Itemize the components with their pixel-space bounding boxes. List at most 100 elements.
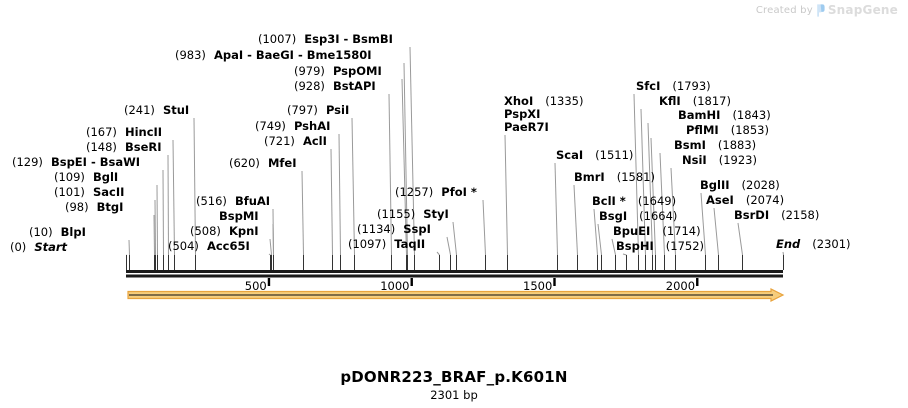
site-label-line: (620) MfeI: [229, 157, 296, 170]
site-label-pshai[interactable]: (749) PshAI: [255, 120, 330, 133]
site-label-psii[interactable]: (797) PsiI: [287, 104, 349, 117]
label-separator: [89, 200, 97, 214]
label-separator: [681, 94, 693, 108]
site-position: (1134): [357, 222, 396, 236]
site-position: (1511): [595, 148, 634, 162]
label-separator: [533, 94, 545, 108]
site-label-bclii[interactable]: BclI * (1649): [592, 195, 676, 208]
site-label-pspomi[interactable]: (979) PspOMI: [294, 65, 382, 78]
site-position: (516): [196, 194, 227, 208]
site-label-aclii[interactable]: (721) AclI: [264, 135, 327, 148]
label-separator: [583, 148, 595, 162]
site-label-bfuai[interactable]: (516) BfuAI: [196, 195, 270, 208]
label-leader-line: [301, 170, 304, 256]
site-label-stui[interactable]: (241) StuI: [124, 104, 189, 117]
label-separator: -: [339, 32, 353, 46]
label-leader-line: [452, 221, 457, 256]
site-label-line: (10) BlpI: [29, 226, 86, 239]
label-leader-line: [193, 117, 196, 256]
site-label-asei[interactable]: AseI (2074): [706, 194, 784, 207]
site-label-acc65i[interactable]: (504) Acc65I: [168, 240, 250, 253]
site-label-line: BamHI (1843): [678, 109, 771, 122]
site-label-bgli[interactable]: (109) BglI: [54, 171, 118, 184]
site-label-line: BspHI (1752): [616, 240, 704, 253]
site-position: (1335): [545, 94, 584, 108]
site-label-line: BpuEI (1714): [613, 225, 701, 238]
site-position: (129): [12, 155, 43, 169]
site-label-taqii[interactable]: (1097) TaqII: [348, 238, 425, 251]
site-label-bstapi[interactable]: (928) BstAPI: [294, 80, 376, 93]
site-position: (504): [168, 239, 199, 253]
site-label-kpni[interactable]: (508) KpnI: [190, 225, 259, 238]
site-label-bpuei[interactable]: BpuEI (1714): [613, 225, 701, 238]
site-label-bglii[interactable]: BglII (2028): [700, 179, 780, 192]
enzyme-name: HincII: [124, 125, 163, 139]
site-label-end[interactable]: End (2301): [776, 238, 851, 251]
label-separator: [318, 103, 326, 117]
site-label-bsmi[interactable]: BsmI (1883): [674, 139, 756, 152]
enzyme-name: Esp3I: [304, 32, 340, 46]
label-leader-line: [401, 78, 407, 256]
enzyme-name: BtgI: [96, 200, 124, 214]
watermark-prefix: Created by: [755, 4, 813, 16]
site-label-pfoi[interactable]: (1257) PfoI *: [395, 186, 477, 199]
site-label-line: PaeR7I: [504, 121, 584, 134]
ruler-number: 500: [244, 279, 267, 293]
site-label-sfci[interactable]: SfcI (1793): [636, 80, 711, 93]
site-label-mfei[interactable]: (620) MfeI: [229, 157, 296, 170]
label-separator: [43, 155, 51, 169]
site-label-line: (1007) Esp3I - BsmBI: [258, 33, 393, 46]
site-label-xhoi[interactable]: XhoI (1335) PspXI PaeR7I: [504, 95, 584, 134]
enzyme-name: BspMI: [219, 209, 259, 223]
site-label-hincii[interactable]: (167) HincII: [86, 126, 162, 139]
site-label-esp3i[interactable]: (1007) Esp3I - BsmBI: [258, 33, 393, 46]
site-label-start[interactable]: (0) Start: [10, 241, 67, 254]
label-separator: [605, 170, 617, 184]
label-separator: [650, 224, 662, 238]
site-label-bseri[interactable]: (148) BseRI: [86, 141, 162, 154]
label-leader-line: [782, 251, 784, 256]
site-label-bsrdi[interactable]: BsrDI (2158): [734, 209, 819, 222]
site-label-sspi[interactable]: (1134) SspI: [357, 223, 431, 236]
site-label-bmri[interactable]: BmrI (1581): [574, 171, 655, 184]
site-position: (1097): [348, 237, 387, 251]
site-label-bspmi[interactable]: BspMI: [219, 210, 259, 223]
site-label-nsii[interactable]: NsiI (1923): [682, 154, 757, 167]
site-label-line: (98) BtgI: [65, 201, 123, 214]
site-position: (109): [54, 170, 85, 184]
site-label-line: (749) PshAI: [255, 120, 330, 133]
site-position: (1581): [616, 170, 655, 184]
site-position: (0): [10, 240, 27, 254]
site-label-btgi[interactable]: (98) BtgI: [65, 201, 123, 214]
label-separator: [769, 208, 781, 222]
site-label-line: (1257) PfoI *: [395, 186, 477, 199]
site-label-blpi[interactable]: (10) BlpI: [29, 226, 86, 239]
enzyme-name: SspI: [403, 222, 431, 236]
site-label-bspei[interactable]: (129) BspEI - BsaWI: [12, 156, 140, 169]
label-separator: [654, 239, 666, 253]
ruler-number: 1500: [523, 279, 553, 293]
site-label-pflmi[interactable]: PflMI (1853): [686, 124, 769, 137]
site-label-apai[interactable]: (983) ApaI - BaeGI - Bme1580I: [175, 49, 372, 62]
enzyme-name: BpuEI: [613, 224, 651, 238]
label-separator: [707, 153, 719, 167]
label-leader-line: [482, 199, 486, 256]
backbone-bottom-strand: [126, 274, 783, 278]
site-label-styi[interactable]: (1155) StyI: [377, 208, 449, 221]
site-label-bsphi[interactable]: BspHI (1752): [616, 240, 704, 253]
ruler-major-tick: [553, 278, 556, 286]
site-label-kfli[interactable]: KflI (1817): [659, 95, 731, 108]
site-label-sacii[interactable]: (101) SacII: [54, 186, 124, 199]
site-label-bsgi[interactable]: BsgI (1664): [599, 210, 677, 223]
enzyme-name: NsiI: [682, 153, 707, 167]
site-label-line: BclI * (1649): [592, 195, 676, 208]
site-label-scai[interactable]: ScaI (1511): [556, 149, 633, 162]
label-separator: [227, 194, 235, 208]
label-leader-line: [167, 154, 169, 256]
site-label-line: BglII (2028): [700, 179, 780, 192]
label-separator: [706, 138, 718, 152]
restriction-site-ticks-group: [126, 255, 784, 270]
site-label-bamhi[interactable]: BamHI (1843): [678, 109, 771, 122]
label-leader-line: [128, 239, 130, 256]
enzyme-name: XhoI: [504, 94, 534, 108]
